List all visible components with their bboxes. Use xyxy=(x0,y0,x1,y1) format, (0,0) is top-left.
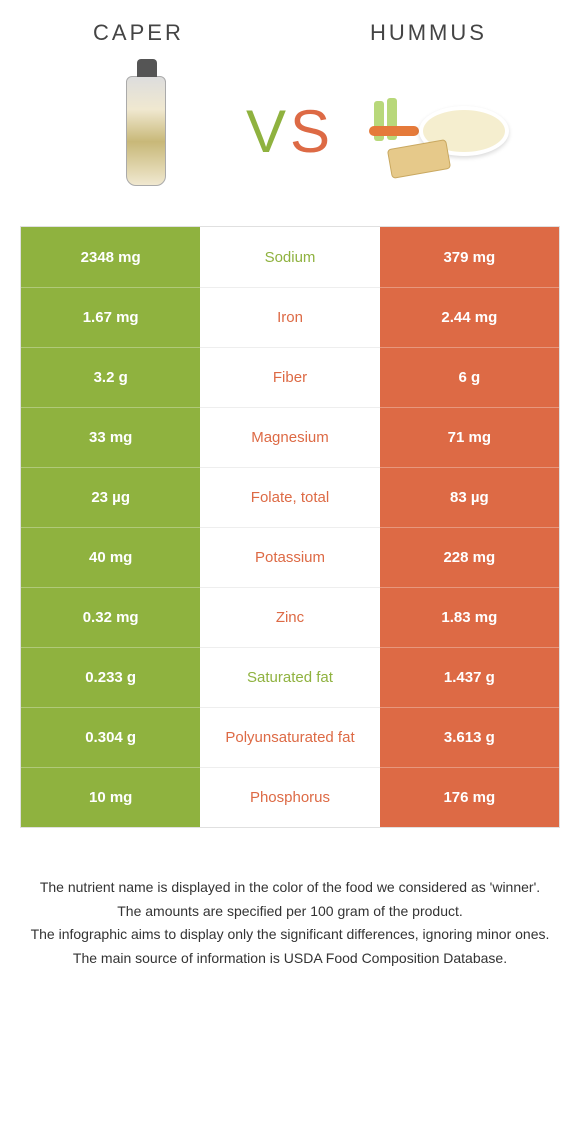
nutrient-label: Sodium xyxy=(200,227,379,287)
footnote-line: The main source of information is USDA F… xyxy=(30,949,550,969)
nutrient-label: Folate, total xyxy=(200,467,379,527)
table-row: 2348 mgSodium379 mg xyxy=(21,227,559,287)
vs-v: V xyxy=(246,98,290,165)
right-value: 379 mg xyxy=(380,227,559,287)
table-row: 0.233 gSaturated fat1.437 g xyxy=(21,647,559,707)
right-value: 228 mg xyxy=(380,527,559,587)
left-value: 3.2 g xyxy=(21,347,200,407)
right-food-image xyxy=(354,66,514,196)
left-value: 10 mg xyxy=(21,767,200,827)
right-value: 1.83 mg xyxy=(380,587,559,647)
left-food-title: Caper xyxy=(93,20,184,46)
table-row: 10 mgPhosphorus176 mg xyxy=(21,767,559,827)
right-value: 1.437 g xyxy=(380,647,559,707)
left-value: 40 mg xyxy=(21,527,200,587)
left-value: 23 µg xyxy=(21,467,200,527)
table-row: 0.304 gPolyunsaturated fat3.613 g xyxy=(21,707,559,767)
table-row: 1.67 mgIron2.44 mg xyxy=(21,287,559,347)
footnote-line: The infographic aims to display only the… xyxy=(30,925,550,945)
nutrient-label: Fiber xyxy=(200,347,379,407)
table-row: 40 mgPotassium228 mg xyxy=(21,527,559,587)
footnote-line: The amounts are specified per 100 gram o… xyxy=(30,902,550,922)
left-food-image xyxy=(66,66,226,196)
nutrient-table: 2348 mgSodium379 mg1.67 mgIron2.44 mg3.2… xyxy=(20,226,560,828)
left-value: 2348 mg xyxy=(21,227,200,287)
table-row: 0.32 mgZinc1.83 mg xyxy=(21,587,559,647)
nutrient-label: Magnesium xyxy=(200,407,379,467)
nutrient-label: Iron xyxy=(200,287,379,347)
right-food-title: Hummus xyxy=(370,20,487,46)
left-value: 33 mg xyxy=(21,407,200,467)
right-value: 2.44 mg xyxy=(380,287,559,347)
table-row: 33 mgMagnesium71 mg xyxy=(21,407,559,467)
footnote-line: The nutrient name is displayed in the co… xyxy=(30,878,550,898)
hummus-plate-icon xyxy=(359,96,509,166)
nutrient-label: Potassium xyxy=(200,527,379,587)
right-value: 3.613 g xyxy=(380,707,559,767)
nutrient-label: Zinc xyxy=(200,587,379,647)
left-value: 0.233 g xyxy=(21,647,200,707)
nutrient-label: Saturated fat xyxy=(200,647,379,707)
left-value: 0.304 g xyxy=(21,707,200,767)
left-value: 1.67 mg xyxy=(21,287,200,347)
caper-bottle-icon xyxy=(126,76,166,186)
table-row: 23 µgFolate, total83 µg xyxy=(21,467,559,527)
right-value: 71 mg xyxy=(380,407,559,467)
right-value: 83 µg xyxy=(380,467,559,527)
right-value: 176 mg xyxy=(380,767,559,827)
left-value: 0.32 mg xyxy=(21,587,200,647)
header: Caper Hummus xyxy=(0,0,580,56)
nutrient-label: Polyunsaturated fat xyxy=(200,707,379,767)
right-value: 6 g xyxy=(380,347,559,407)
table-row: 3.2 gFiber6 g xyxy=(21,347,559,407)
nutrient-label: Phosphorus xyxy=(200,767,379,827)
vs-label: VS xyxy=(246,97,334,166)
images-row: VS xyxy=(0,56,580,216)
vs-s: S xyxy=(290,98,334,165)
footnote: The nutrient name is displayed in the co… xyxy=(0,838,580,992)
